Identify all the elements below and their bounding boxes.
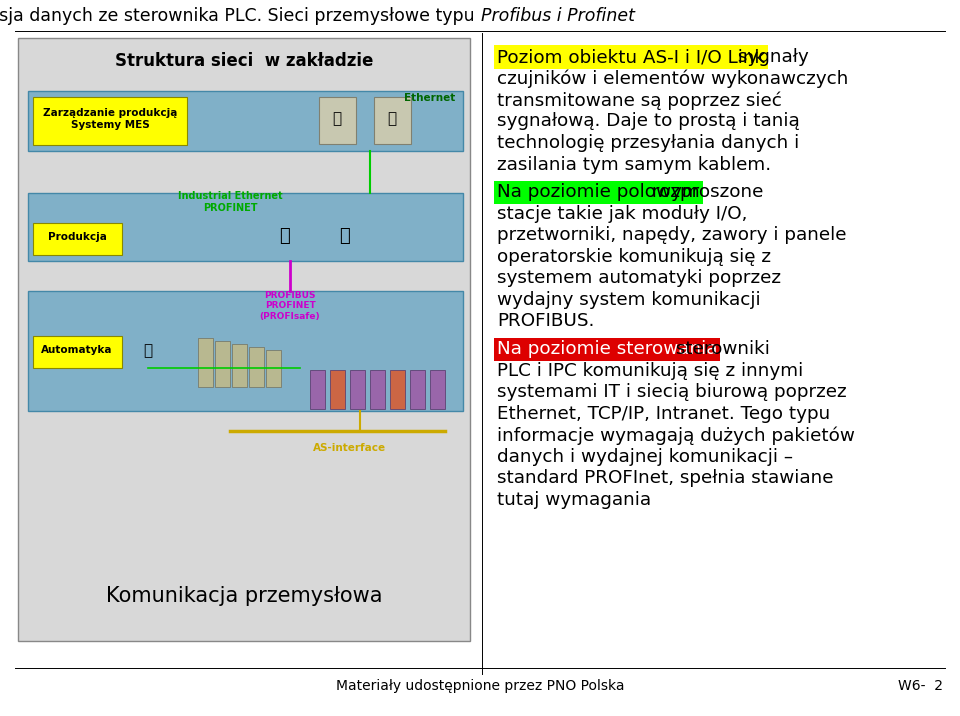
Text: wydajny system komunikacji: wydajny system komunikacji xyxy=(497,291,760,309)
FancyBboxPatch shape xyxy=(214,341,229,387)
FancyBboxPatch shape xyxy=(28,91,463,151)
Text: systemami IT i siecią biurową poprzez: systemami IT i siecią biurową poprzez xyxy=(497,383,847,402)
Text: transmitowane są poprzez sieć: transmitowane są poprzez sieć xyxy=(497,91,781,110)
FancyBboxPatch shape xyxy=(33,97,187,145)
FancyBboxPatch shape xyxy=(33,336,122,368)
Text: Na poziomie polowym: Na poziomie polowym xyxy=(497,183,700,201)
Text: danych i wydajnej komunikacji –: danych i wydajnej komunikacji – xyxy=(497,448,793,466)
FancyBboxPatch shape xyxy=(329,369,345,409)
Text: Profibus i Profinet: Profibus i Profinet xyxy=(481,7,635,25)
Text: PROFIBUS
PROFINET
(PROFIsafe): PROFIBUS PROFINET (PROFIsafe) xyxy=(260,291,321,321)
FancyBboxPatch shape xyxy=(319,97,356,144)
FancyBboxPatch shape xyxy=(33,223,122,255)
FancyBboxPatch shape xyxy=(18,38,470,641)
FancyBboxPatch shape xyxy=(198,337,212,387)
FancyBboxPatch shape xyxy=(390,369,404,409)
Text: sterowniki: sterowniki xyxy=(670,340,770,359)
FancyBboxPatch shape xyxy=(370,369,385,409)
FancyBboxPatch shape xyxy=(28,193,463,261)
Text: PROFIBUS.: PROFIBUS. xyxy=(497,312,594,331)
Text: Ethernet: Ethernet xyxy=(404,93,456,103)
FancyBboxPatch shape xyxy=(410,369,424,409)
Text: Zarządzanie produkcją
Systemy MES: Zarządzanie produkcją Systemy MES xyxy=(43,108,178,130)
FancyBboxPatch shape xyxy=(374,97,411,144)
Text: AS-interface: AS-interface xyxy=(313,443,387,453)
Text: przetworniki, napędy, zawory i panele: przetworniki, napędy, zawory i panele xyxy=(497,226,847,244)
Text: W6-  2: W6- 2 xyxy=(898,679,943,693)
FancyBboxPatch shape xyxy=(28,291,463,411)
Text: Struktura sieci  w zakładzie: Struktura sieci w zakładzie xyxy=(115,52,373,70)
Text: Industrial Ethernet
PROFINET: Industrial Ethernet PROFINET xyxy=(178,191,282,213)
FancyBboxPatch shape xyxy=(231,344,247,387)
FancyBboxPatch shape xyxy=(349,369,365,409)
Text: Transmisja danych ze sterownika PLC. Sieci przemysłowe typu: Transmisja danych ze sterownika PLC. Sie… xyxy=(0,7,480,25)
Text: tutaj wymagania: tutaj wymagania xyxy=(497,491,651,509)
Text: sygnały: sygnały xyxy=(732,48,809,66)
Text: Automatyka: Automatyka xyxy=(41,345,112,355)
Text: technologię przesyłania danych i: technologię przesyłania danych i xyxy=(497,134,800,152)
Text: Produkcja: Produkcja xyxy=(48,232,107,242)
FancyBboxPatch shape xyxy=(266,349,280,387)
Text: rozproszone: rozproszone xyxy=(646,183,763,201)
FancyBboxPatch shape xyxy=(249,347,263,387)
Text: 💻: 💻 xyxy=(340,227,350,245)
Text: informacje wymagają dużych pakietów: informacje wymagają dużych pakietów xyxy=(497,427,854,445)
FancyBboxPatch shape xyxy=(309,369,324,409)
Text: czujników i elementów wykonawczych: czujników i elementów wykonawczych xyxy=(497,69,849,88)
Text: Na poziomie sterowania: Na poziomie sterowania xyxy=(497,340,717,359)
Text: 💻: 💻 xyxy=(143,344,153,359)
Text: systemem automatyki poprzez: systemem automatyki poprzez xyxy=(497,269,781,287)
Text: zasilania tym samym kablem.: zasilania tym samym kablem. xyxy=(497,155,771,173)
Text: operatorskie komunikują się z: operatorskie komunikują się z xyxy=(497,248,771,266)
Text: sygnałową. Daje to prostą i tanią: sygnałową. Daje to prostą i tanią xyxy=(497,112,800,130)
Text: 💻: 💻 xyxy=(332,112,342,127)
Text: Poziom obiektu AS-I i I/O Link: Poziom obiektu AS-I i I/O Link xyxy=(497,48,765,66)
Text: stacje takie jak moduły I/O,: stacje takie jak moduły I/O, xyxy=(497,205,748,223)
Text: PLC i IPC komunikują się z innymi: PLC i IPC komunikują się z innymi xyxy=(497,362,804,380)
Text: Ethernet, TCP/IP, Intranet. Tego typu: Ethernet, TCP/IP, Intranet. Tego typu xyxy=(497,405,830,423)
Text: Komunikacja przemysłowa: Komunikacja przemysłowa xyxy=(106,586,382,606)
Text: 💻: 💻 xyxy=(279,227,290,245)
FancyBboxPatch shape xyxy=(429,369,444,409)
Text: Materiały udostępnione przez PNO Polska: Materiały udostępnione przez PNO Polska xyxy=(336,679,624,693)
Text: 💻: 💻 xyxy=(388,112,396,127)
Text: standard PROFInet, spełnia stawiane: standard PROFInet, spełnia stawiane xyxy=(497,470,833,488)
